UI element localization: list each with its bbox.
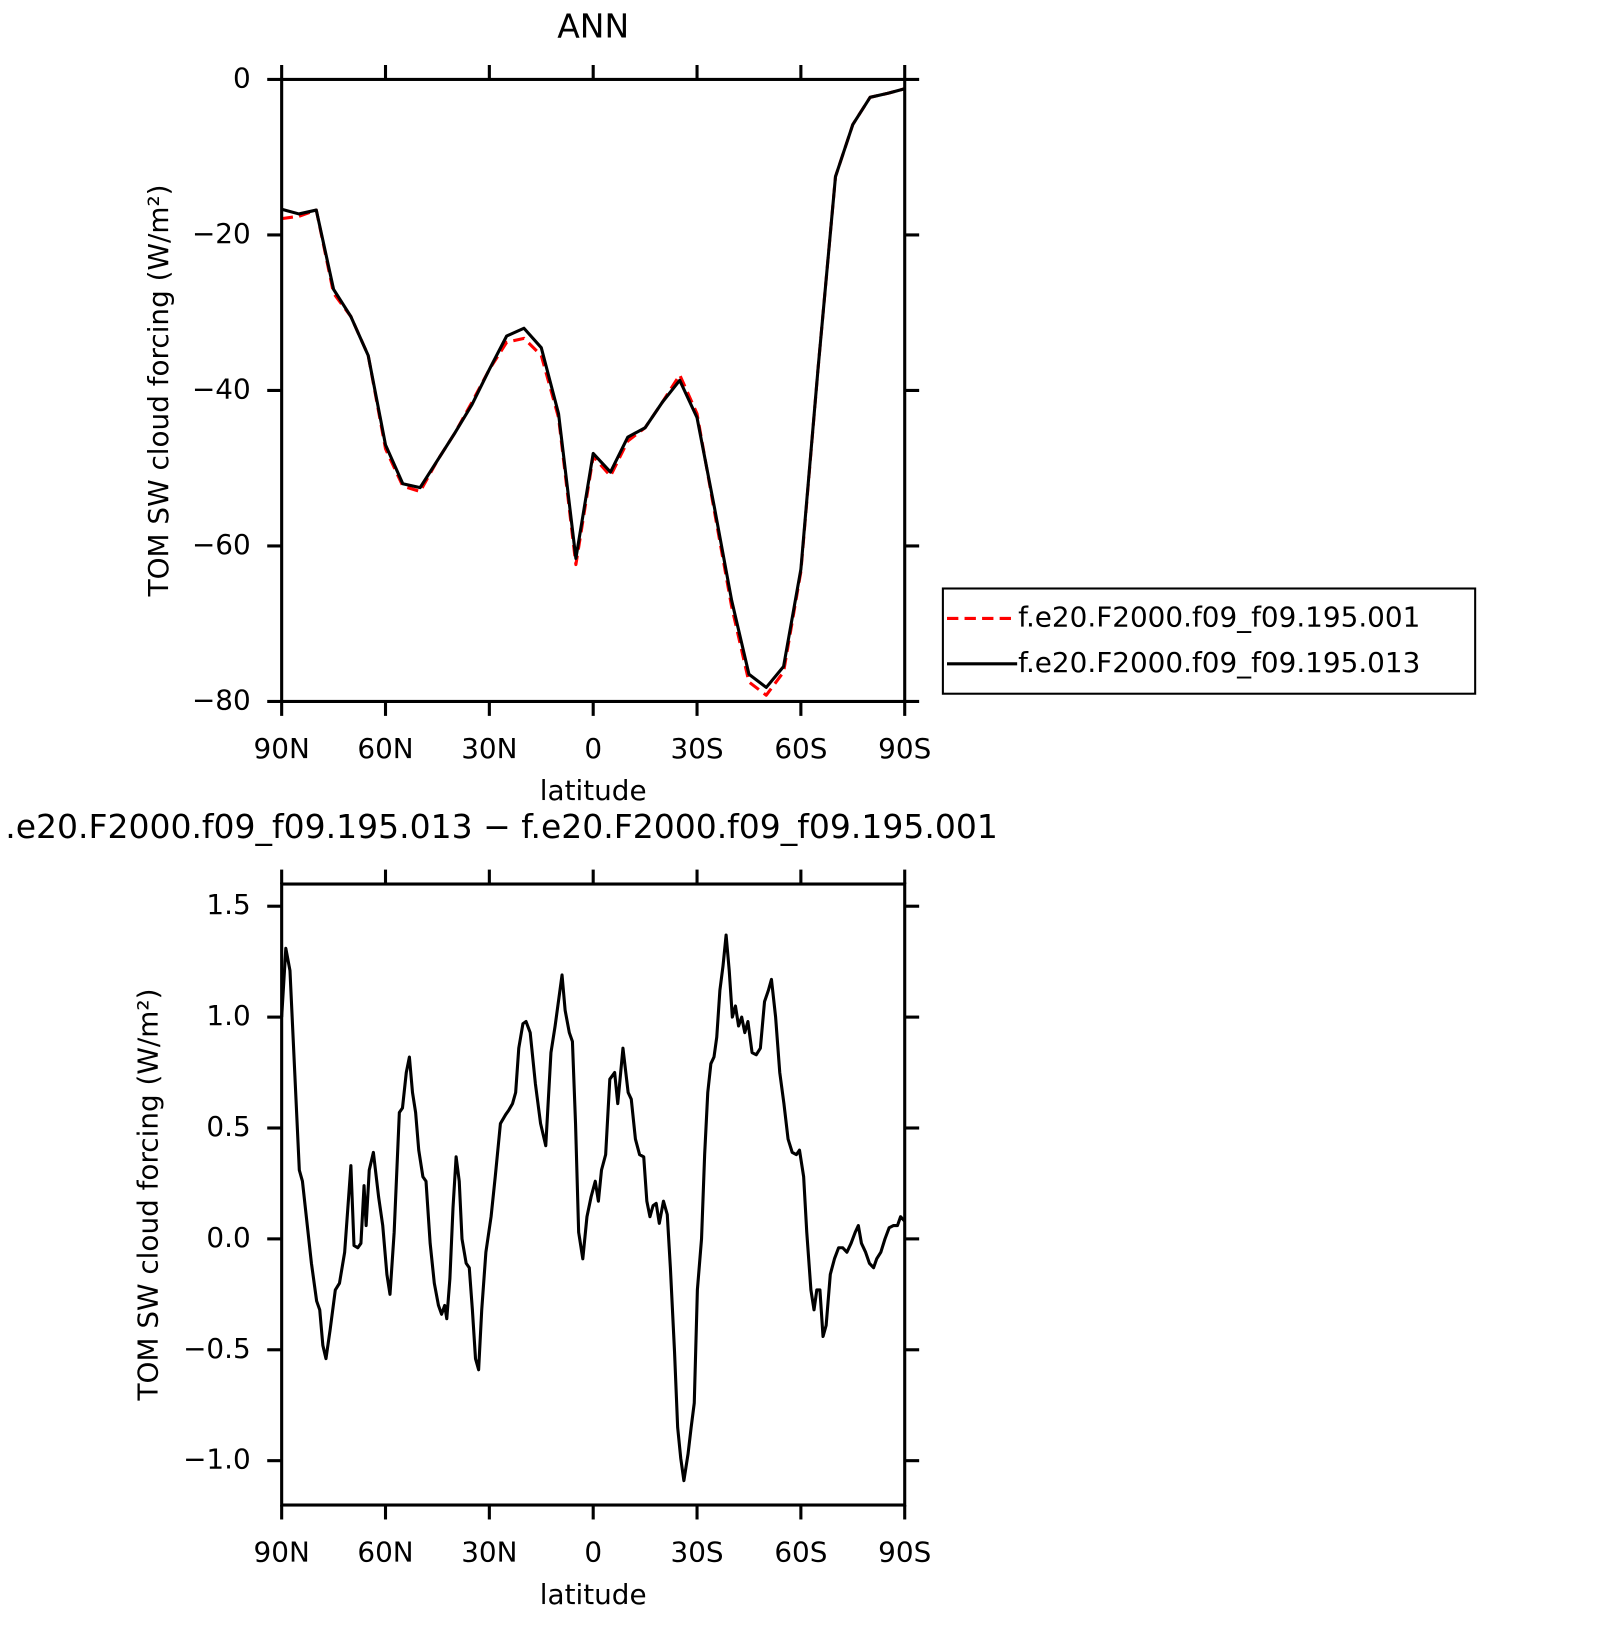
y-tick-label: −80 — [192, 683, 251, 716]
x-tick-label: 30N — [461, 732, 517, 765]
y-axis-label: TOM SW cloud forcing (W/m²) — [132, 989, 165, 1402]
x-tick-label: 90S — [878, 1536, 931, 1569]
legend-box — [941, 587, 1477, 695]
y-tick-label: 0 — [233, 61, 251, 94]
x-tick-label: 0 — [584, 732, 602, 765]
x-tick-label: 60N — [357, 732, 413, 765]
chart-title: .e20.F2000.f09_f09.195.013 − f.e20.F2000… — [5, 807, 998, 846]
y-tick-label: 0.0 — [206, 1221, 250, 1254]
y-tick-label: 1.5 — [206, 888, 250, 921]
y-tick-label: −40 — [192, 372, 251, 405]
y-tick-label: −20 — [192, 217, 251, 250]
x-tick-label: 30N — [461, 1536, 517, 1569]
x-tick-label: 90N — [254, 732, 310, 765]
y-tick-label: 1.0 — [206, 999, 250, 1032]
series-line — [281, 87, 906, 690]
y-axis-label: TOM SW cloud forcing (W/m²) — [142, 184, 175, 597]
y-tick-label: −1.0 — [183, 1443, 251, 1476]
y-tick-label: −60 — [192, 528, 251, 561]
chart-title: ANN — [557, 6, 629, 45]
x-tick-label: 90N — [254, 1536, 310, 1569]
x-axis-label: latitude — [540, 774, 647, 807]
legend-label: f.e20.F2000.f09_f09.195.001 — [1018, 600, 1420, 633]
x-tick-label: 90S — [878, 732, 931, 765]
y-tick-label: 0.5 — [206, 1110, 250, 1143]
x-tick-label: 60S — [774, 1536, 827, 1569]
x-tick-label: 30S — [670, 732, 723, 765]
x-tick-label: 60N — [357, 1536, 413, 1569]
x-tick-label: 60S — [774, 732, 827, 765]
series-line — [280, 933, 906, 1483]
x-tick-label: 0 — [584, 1536, 602, 1569]
x-tick-label: 30S — [670, 1536, 723, 1569]
y-tick-label: −0.5 — [183, 1332, 251, 1365]
legend-label: f.e20.F2000.f09_f09.195.013 — [1018, 646, 1420, 679]
x-axis-label: latitude — [540, 1578, 647, 1611]
